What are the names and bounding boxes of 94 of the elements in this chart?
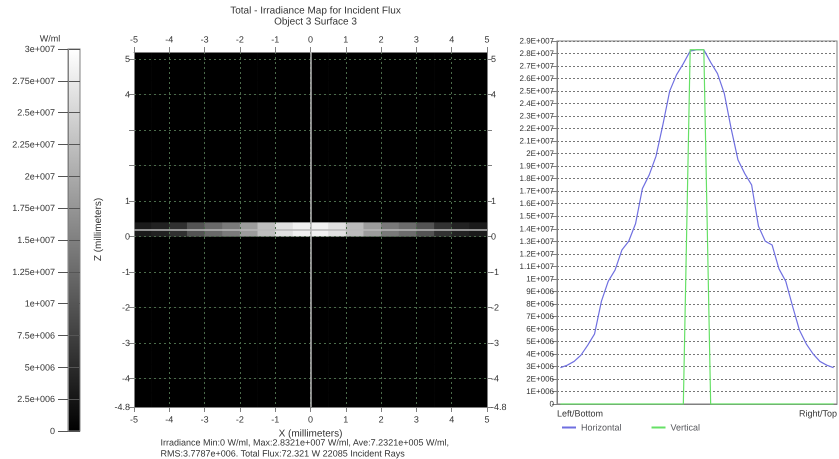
- color-bar-label: 2e+007: [24, 171, 55, 182]
- y-tick-label: 2.8E+007: [520, 49, 555, 58]
- y-tick-label: 1.5E+007: [520, 212, 555, 221]
- y-axis-title: Z (millimeters): [93, 198, 104, 262]
- y2-tick-label: 5: [491, 54, 496, 64]
- text: Left/Bottom: [557, 408, 604, 418]
- y-tick-label: 2.7E+007: [520, 62, 555, 71]
- y-tick-label: 1.2E+007: [520, 249, 555, 258]
- y2-tick-label: -2: [491, 302, 500, 313]
- y-tick-label: 1.6E+007: [520, 199, 555, 208]
- y-tick-label: -1: [122, 267, 130, 278]
- y-tick-label: 2.4E+007: [520, 99, 555, 108]
- x2-tick-label: 0: [308, 34, 314, 44]
- color-bar-label: 2.75e+007: [12, 76, 55, 86]
- y-tick-label: 2.3E+007: [520, 112, 555, 121]
- y-tick-label: 3E+006: [526, 362, 555, 371]
- color-bar-label: 0: [50, 426, 55, 436]
- y2-tick-label: -3: [491, 338, 500, 348]
- y-tick-label: 8E+006: [526, 299, 555, 308]
- text: Right/Top: [798, 408, 838, 418]
- y-tick-label: 1.7E+007: [520, 186, 555, 196]
- x2-tick-label: 3: [414, 34, 419, 44]
- color-bar-label: 2.25e+007: [12, 140, 55, 150]
- x-tick-label: -2: [236, 414, 244, 424]
- x-tick-label: 2: [378, 414, 384, 424]
- x-tick-label: 3: [414, 414, 419, 424]
- y-tick-label: 0: [550, 400, 555, 408]
- x2-tick-label: -4: [165, 34, 174, 44]
- y2-tick-label: 4: [491, 90, 496, 100]
- text: Irradiance Min:0 W/ml, Max:2.8321e+007 W/ml, Ave:7.2321e+005 W/ml,: [160, 438, 449, 448]
- y-tick-label: 5E+006: [526, 336, 555, 346]
- y-tick-label: 1.9E+007: [520, 162, 555, 171]
- x2-tick-label: 4: [449, 34, 454, 44]
- legend-label: Horizontal: [581, 422, 622, 432]
- y-tick-label: 1.4E+007: [520, 224, 555, 234]
- y-tick-label: 2E+006: [526, 374, 555, 384]
- y2-tick-label: -1: [491, 267, 500, 278]
- y-tick-label: 1.1E+007: [520, 262, 555, 271]
- color-bar-label: 3e+007: [24, 44, 55, 54]
- y-tick-label: 9E+006: [526, 286, 555, 296]
- x2-tick-label: -2: [236, 34, 244, 44]
- x2-tick-label: 5: [484, 34, 490, 44]
- x-axis-title: X (millimeters): [278, 428, 342, 440]
- y-tick-label: 4E+006: [526, 349, 555, 358]
- text: RMS:3.7787e+006. Total Flux:72.321 W 22085 Incident Rays: [160, 448, 406, 458]
- x-tick-label: 1: [343, 414, 348, 424]
- x2-tick-label: 1: [343, 34, 348, 44]
- chart-subtitle: Object 3 Surface 3: [274, 16, 358, 28]
- color-bar-label: 7.5e+006: [17, 330, 55, 340]
- x-tick-label: 5: [484, 414, 490, 424]
- color-bar-label: 1e+007: [24, 298, 55, 309]
- x-tick-label: -4: [165, 414, 174, 424]
- y2-tick-label: 0: [491, 232, 496, 242]
- y-tick-label: 4: [124, 90, 130, 100]
- color-bar-label: 2.5e+007: [17, 108, 55, 118]
- x-tick-label: -3: [200, 414, 209, 424]
- color-bar-label: 2.5e+006: [17, 394, 55, 404]
- x-tick-label: -1: [271, 414, 280, 424]
- y-tick-label: 2.2E+007: [520, 124, 555, 134]
- y-tick-label: -4.8: [114, 402, 130, 412]
- y-tick-label: 7E+006: [526, 312, 555, 321]
- y-tick-label: 2.9E+007: [520, 36, 555, 46]
- y-tick-label: 2.5E+007: [520, 86, 555, 96]
- y-tick-label: 2.1E+007: [520, 136, 555, 146]
- y-tick-label: 1E+006: [526, 386, 555, 396]
- color-bar-label: 5e+006: [24, 362, 55, 372]
- y-tick-label: 2E+007: [526, 149, 555, 158]
- y-tick-label: 1.3E+007: [520, 236, 555, 246]
- legend-label: Vertical: [670, 422, 700, 432]
- x2-tick-label: -1: [271, 34, 280, 44]
- y2-tick-label: 1: [491, 196, 496, 206]
- y-tick-label: 1: [124, 196, 130, 206]
- y2-tick-label: -4.8: [491, 402, 507, 412]
- y-tick-label: 0: [124, 232, 130, 242]
- y-tick-label: -3: [122, 338, 130, 348]
- y-tick-label: 1E+007: [526, 274, 555, 284]
- y-tick-label: 6E+006: [526, 324, 555, 334]
- x2-tick-label: -5: [130, 34, 138, 44]
- x2-tick-label: 2: [378, 34, 384, 44]
- color-bar-title: W/ml: [40, 34, 60, 44]
- chart-title: Total - Irradiance Map for Incident Flux: [230, 6, 401, 16]
- color-bar-label: 1.25e+007: [12, 266, 55, 277]
- x-tick-label: -5: [130, 414, 138, 424]
- y-tick-label: 2.6E+007: [520, 74, 555, 84]
- y2-tick-label: -4: [491, 374, 500, 384]
- y-tick-label: -4: [122, 374, 130, 384]
- color-bar-label: 1.5e+007: [17, 235, 55, 245]
- y-tick-label: 5: [124, 54, 130, 64]
- y-tick-label: -2: [122, 302, 130, 313]
- x-tick-label: 4: [449, 414, 454, 424]
- x2-tick-label: -3: [200, 34, 209, 44]
- x-tick-label: 0: [308, 414, 314, 424]
- color-bar-label: 1.75e+007: [12, 203, 55, 214]
- y-tick-label: 1.8E+007: [520, 174, 555, 184]
